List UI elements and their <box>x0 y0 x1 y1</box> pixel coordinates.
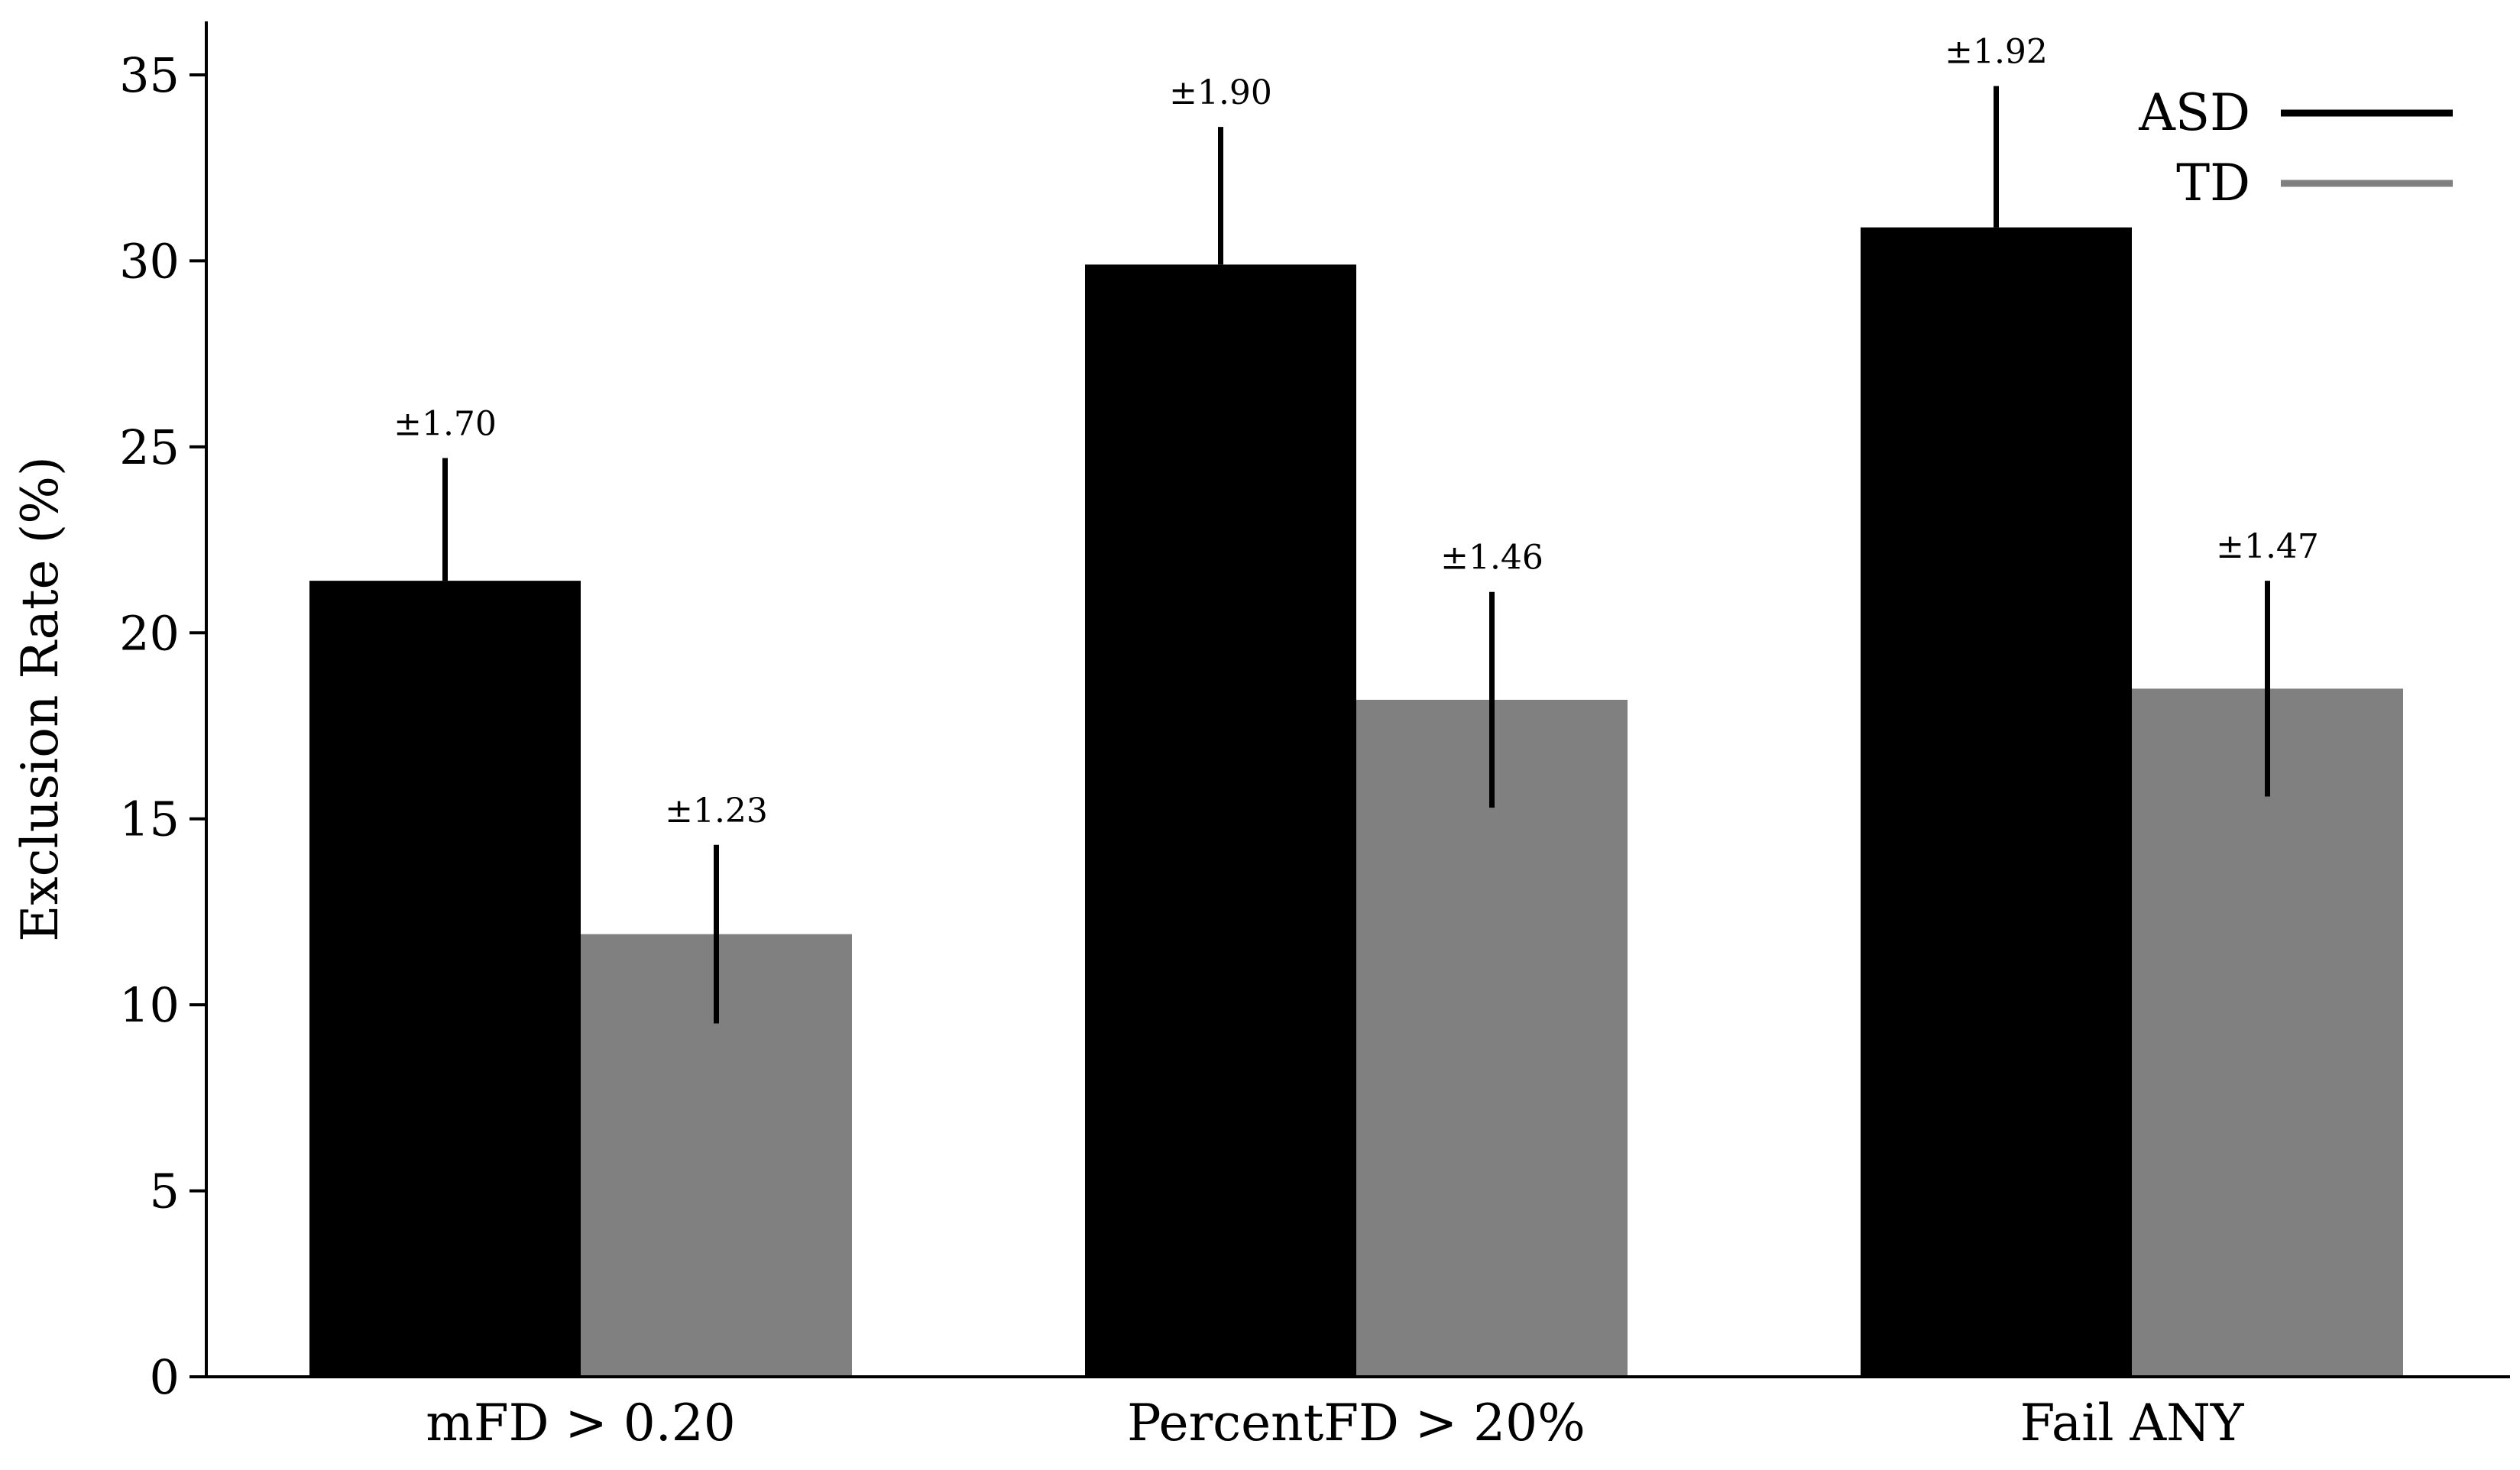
error-label: ±1.70 <box>394 404 497 443</box>
y-tick-label: 10 <box>119 977 180 1033</box>
error-label: ±1.47 <box>2216 527 2319 566</box>
error-label: ±1.92 <box>1945 33 2048 72</box>
error-label: ±1.90 <box>1169 73 1272 112</box>
y-tick-label: 35 <box>119 47 180 103</box>
y-tick-label: 30 <box>119 233 180 289</box>
error-label: ±1.23 <box>665 792 768 831</box>
legend: ASD TD <box>2138 83 2453 212</box>
x-category-label: PercentFD > 20% <box>1127 1394 1586 1452</box>
bar-td <box>1356 699 1628 1377</box>
y-tick-label: 0 <box>150 1349 180 1405</box>
legend-label-td: TD <box>2176 154 2250 212</box>
y-tick-label: 5 <box>150 1164 180 1219</box>
y-tick-label: 25 <box>119 419 180 475</box>
x-category-label: mFD > 0.20 <box>426 1394 736 1452</box>
x-axis-labels: mFD > 0.20 PercentFD > 20% Fail ANY <box>426 1394 2245 1452</box>
y-tick-label: 20 <box>119 605 180 661</box>
bar-td <box>2132 688 2403 1377</box>
y-tick-label: 15 <box>119 792 180 847</box>
x-category-label: Fail ANY <box>2020 1394 2245 1452</box>
error-label: ±1.46 <box>1440 539 1543 578</box>
bar-asd <box>1085 264 1356 1378</box>
bars <box>309 227 2403 1378</box>
error-bars: ±1.70 ±1.23 ±1.90 ±1.46 ±1.92 ±1.47 <box>394 33 2319 1024</box>
y-axis-title: Exclusion Rate (%) <box>11 456 70 942</box>
bar-asd <box>309 581 581 1377</box>
bar-asd <box>1861 227 2132 1377</box>
legend-label-asd: ASD <box>2138 83 2250 142</box>
y-axis-ticks: 0 5 10 15 20 25 30 35 <box>119 47 206 1405</box>
